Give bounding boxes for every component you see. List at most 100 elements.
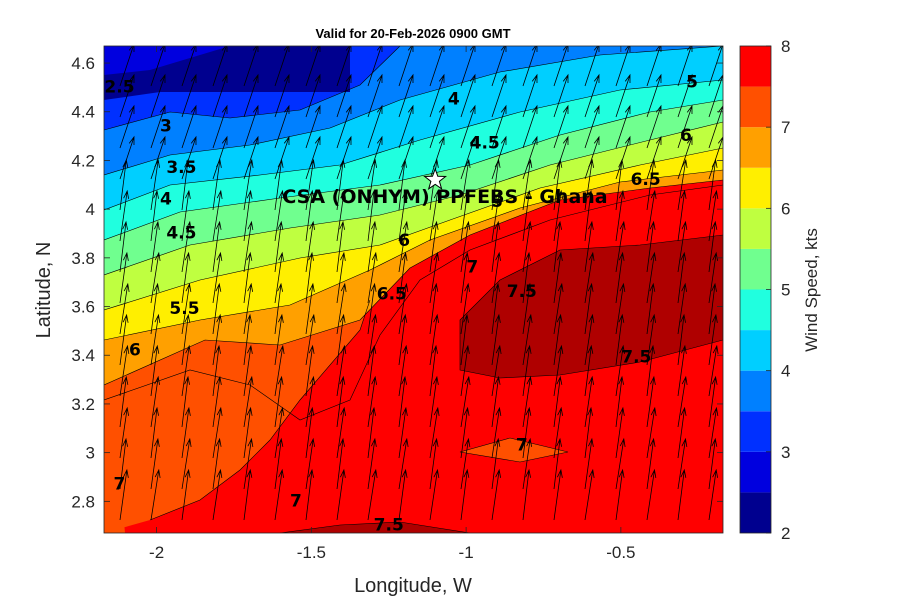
band-7-sw — [104, 476, 125, 533]
wind-arrow — [181, 375, 190, 428]
wind-arrow — [553, 189, 564, 242]
wind-arrow — [491, 344, 502, 397]
wind-arrow — [553, 344, 564, 397]
wind-arrow — [305, 251, 314, 304]
wind-arrow — [336, 437, 345, 490]
wind-arrow — [429, 375, 439, 428]
wind-arrow — [646, 406, 657, 459]
contour-label: 7 — [466, 258, 478, 278]
contour-label: 6.5 — [377, 284, 407, 304]
wind-arrow — [243, 437, 254, 490]
wind-arrow — [522, 344, 532, 397]
wind-arrow — [615, 135, 631, 180]
colorbar — [740, 46, 771, 533]
wind-arrow — [274, 313, 284, 366]
colorbar-tick-label: 3 — [781, 443, 790, 462]
wind-arrow — [646, 313, 657, 366]
wind-arrow — [429, 135, 445, 180]
wind-arrow — [491, 189, 502, 242]
wind-arrow — [274, 406, 285, 459]
wind-arrow — [212, 375, 222, 428]
contour-label: 7 — [114, 474, 126, 494]
contour-bands — [104, 46, 723, 533]
contour-label: 6 — [398, 231, 410, 251]
wind-arrow — [150, 220, 160, 273]
wind-arrow — [305, 46, 321, 87]
wind-arrow — [274, 282, 283, 335]
wind-arrow — [615, 437, 626, 490]
wind-arrow — [181, 344, 192, 397]
wind-arrow — [212, 313, 223, 366]
wind-arrow — [119, 375, 129, 428]
wind-arrow — [615, 104, 631, 149]
plot-frame — [103, 45, 724, 534]
wind-arrow — [429, 468, 440, 521]
wind-arrow — [398, 220, 409, 273]
wind-arrow — [119, 220, 128, 273]
wind-arrow — [336, 406, 347, 459]
colorbar-segment — [740, 208, 771, 249]
wind-arrow — [646, 189, 657, 242]
wind-arrow — [460, 344, 470, 397]
wind-arrow — [212, 135, 228, 180]
wind-arrow — [336, 375, 346, 428]
chart-title: Valid for 20-Feb-2026 0900 GMT — [315, 26, 510, 41]
wind-arrow — [460, 282, 471, 335]
colorbar-segment — [740, 451, 771, 493]
wind-arrow — [243, 135, 259, 180]
wind-arrow — [708, 468, 719, 521]
wind-arrow — [460, 104, 476, 149]
wind-arrow — [150, 437, 160, 490]
wind-arrow — [305, 468, 314, 521]
wind-arrow — [708, 437, 718, 490]
y-tick-label: 4.2 — [71, 151, 95, 170]
wind-arrow — [553, 104, 569, 149]
wind-arrow — [460, 437, 471, 490]
wind-arrow — [212, 437, 222, 490]
wind-arrow — [305, 220, 316, 273]
contour-label: 7.5 — [374, 516, 404, 536]
wind-arrow — [367, 375, 378, 428]
contour-label: 6 — [129, 340, 141, 360]
contour-label: 7.5 — [507, 282, 537, 302]
wind-arrow — [181, 313, 191, 366]
wind-arrow — [584, 313, 595, 366]
wind-arrow — [460, 406, 470, 459]
wind-arrow — [336, 189, 347, 242]
wind-arrow — [243, 344, 253, 397]
wind-arrow — [119, 282, 130, 335]
wind-arrow — [181, 104, 197, 149]
wind-arrow — [522, 282, 532, 335]
wind-arrow — [212, 344, 221, 397]
wind-arrow — [305, 282, 315, 335]
wind-arrow — [150, 406, 159, 459]
wind-arrow — [150, 135, 166, 180]
wind-arrow — [181, 46, 197, 87]
wind-arrow — [119, 104, 135, 149]
wind-arrow — [615, 375, 624, 428]
wind-arrow — [584, 437, 594, 490]
wind-arrow — [584, 344, 594, 397]
contour-label: 5.5 — [169, 299, 199, 319]
wind-arrow — [522, 251, 531, 304]
wind-arrow — [708, 375, 718, 428]
wind-arrow — [212, 46, 228, 87]
colorbar-tick-label: 2 — [781, 524, 790, 543]
wind-arrow — [522, 468, 531, 521]
wind-arrow — [553, 437, 562, 490]
wind-arrow — [708, 220, 718, 273]
x-tick-label: -0.5 — [606, 543, 635, 562]
wind-arrow — [646, 46, 662, 87]
colorbar-tick-label: 4 — [781, 362, 790, 381]
wind-arrow — [677, 313, 686, 366]
contour-labels: 2.5 3 3.5 4 4.5 5.5 6 7 4 4.5 5 6 6.5 5 6 6.5 7 7.5 7.5 7 7 7… — [104, 73, 698, 536]
wind-arrow — [522, 73, 538, 118]
wind-arrow — [491, 375, 501, 428]
wind-arrow — [119, 189, 130, 242]
wind-arrow — [398, 375, 407, 428]
wind-arrow — [429, 313, 440, 366]
wind-arrow — [491, 220, 501, 273]
wind-arrow — [367, 73, 383, 118]
wind-arrow — [150, 282, 160, 335]
wind-arrow — [491, 251, 502, 304]
